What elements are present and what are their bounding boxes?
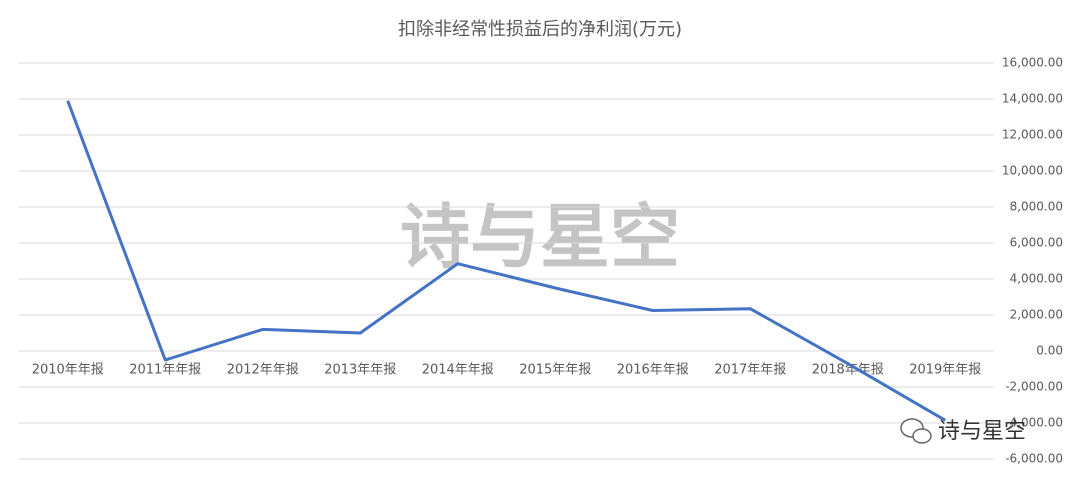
x-tick-label: 2012年年报 — [227, 363, 299, 378]
y-tick-label: -2,000.00 — [1005, 380, 1063, 394]
x-tick-label: 2019年年报 — [909, 363, 981, 378]
x-tick-label: 2017年年报 — [714, 363, 786, 378]
y-tick-label: -4,000.00 — [1005, 416, 1063, 430]
y-tick-label: 4,000.00 — [1010, 272, 1063, 286]
y-tick-label: 12,000.00 — [1002, 128, 1063, 142]
y-tick-label: 16,000.00 — [1002, 56, 1063, 70]
x-tick-label: 2014年年报 — [422, 363, 494, 378]
x-tick-label: 2016年年报 — [617, 363, 689, 378]
badge-text: 诗与星空 — [938, 419, 1026, 444]
y-tick-label: 14,000.00 — [1002, 92, 1063, 106]
y-tick-label: 6,000.00 — [1010, 236, 1063, 250]
y-tick-label: 2,000.00 — [1010, 308, 1063, 322]
x-tick-label: 2011年年报 — [129, 363, 201, 378]
y-tick-label: 0.00 — [1036, 344, 1063, 358]
line — [66, 100, 947, 422]
badge-icon — [900, 418, 932, 444]
chart-title: 扣除非经常性损益后的净利润(万元) — [398, 19, 682, 40]
watermark: 诗与星空 — [400, 196, 680, 278]
y-tick-label: 8,000.00 — [1010, 200, 1063, 214]
y-tick-label: -6,000.00 — [1005, 452, 1063, 466]
x-tick-label: 2013年年报 — [324, 363, 396, 378]
x-tick-label: 2015年年报 — [519, 363, 591, 378]
x-tick-label: 2010年年报 — [32, 363, 104, 378]
y-tick-label: 10,000.00 — [1002, 164, 1063, 178]
